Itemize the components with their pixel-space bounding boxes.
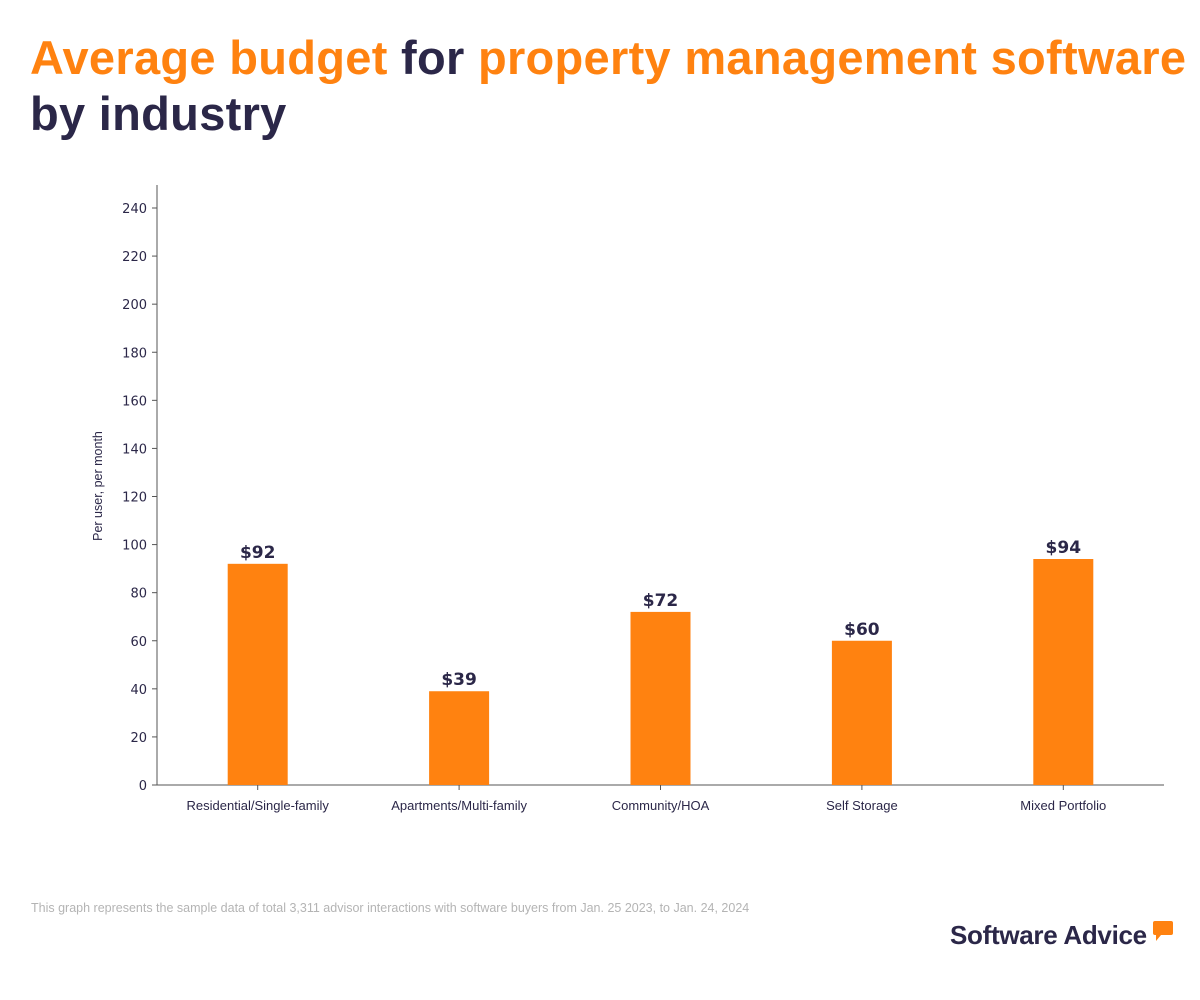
bars: $92 $39 $72 $60 $94: [227, 538, 1094, 785]
x-tick-label: Apartments/Multi-family: [391, 798, 527, 813]
software-advice-logo: Software Advice: [950, 920, 1147, 950]
data-label: $92: [240, 543, 276, 563]
x-tick-label: Mixed Portfolio: [1020, 798, 1106, 813]
chart-title: Average budget for property management s…: [30, 30, 1200, 142]
speech-bubble-icon: [1153, 921, 1173, 941]
y-tick-label: 240: [122, 202, 147, 217]
y-tick-label: 100: [122, 539, 147, 554]
data-label: $72: [643, 591, 679, 611]
y-tick-label: 220: [122, 250, 147, 265]
data-label: $39: [441, 670, 477, 690]
bar: [227, 563, 288, 785]
bar: [1033, 559, 1094, 785]
y-tick-label: 180: [122, 346, 147, 361]
y-tick-label: 40: [130, 683, 147, 698]
x-tick-label: Community/HOA: [612, 798, 710, 813]
y-tick-label: 160: [122, 394, 147, 409]
y-tick-label: 140: [122, 442, 147, 457]
x-axis: Residential/Single-family Apartments/Mult…: [157, 784, 1164, 813]
y-tick-label: 200: [122, 298, 147, 313]
y-axis: 0 20 40 60 80 100 120 140 160 180 200 220 240: [122, 185, 158, 794]
title-part: for: [387, 31, 478, 84]
y-tick-label: 20: [130, 731, 147, 746]
bar: [831, 640, 892, 785]
title-part: Average budget: [30, 31, 388, 84]
x-tick-label: Residential/Single-family: [187, 798, 330, 813]
y-tick-label: 0: [139, 779, 147, 794]
bar: [429, 691, 490, 785]
data-label: $94: [1046, 538, 1082, 558]
title-part: property management software: [477, 31, 1187, 84]
y-axis-label: Per user, per month: [91, 431, 105, 541]
footnote: This graph represents the sample data of…: [31, 901, 750, 915]
x-tick-label: Self Storage: [826, 798, 898, 813]
y-tick-label: 120: [122, 491, 147, 506]
y-tick-label: 60: [130, 635, 147, 650]
bar: [630, 611, 691, 785]
title-part: by industry: [30, 87, 287, 140]
data-label: $60: [844, 620, 880, 640]
y-tick-label: 80: [130, 587, 147, 602]
